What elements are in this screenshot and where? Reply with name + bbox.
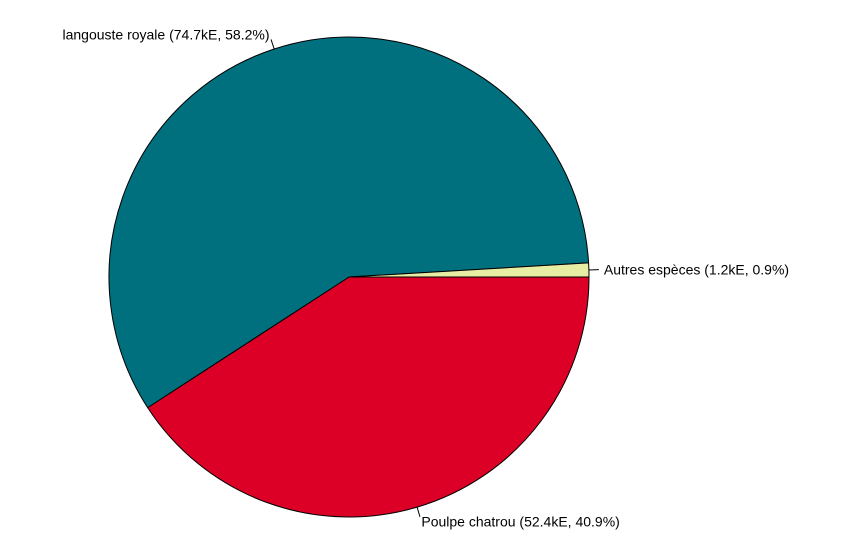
slice-label-langouste-royale: langouste royale (74.7kE, 58.2%) [62,27,269,43]
slice-label-poulpe-chatrou: Poulpe chatrou (52.4kE, 40.9%) [421,514,619,530]
slice-label-autres-especes: Autres espèces (1.2kE, 0.9%) [604,262,789,278]
pie-leader-lines [270,39,599,517]
pie-slice-langouste-royale [108,36,590,409]
pie-slice-autres-especes [348,262,590,278]
leader-line-langouste-royale [270,39,275,50]
pie-labels: Poulpe chatrou (52.4kE, 40.9%) langouste … [62,27,789,530]
pie-slices [108,36,590,518]
leader-line-poulpe-chatrou [416,506,421,517]
